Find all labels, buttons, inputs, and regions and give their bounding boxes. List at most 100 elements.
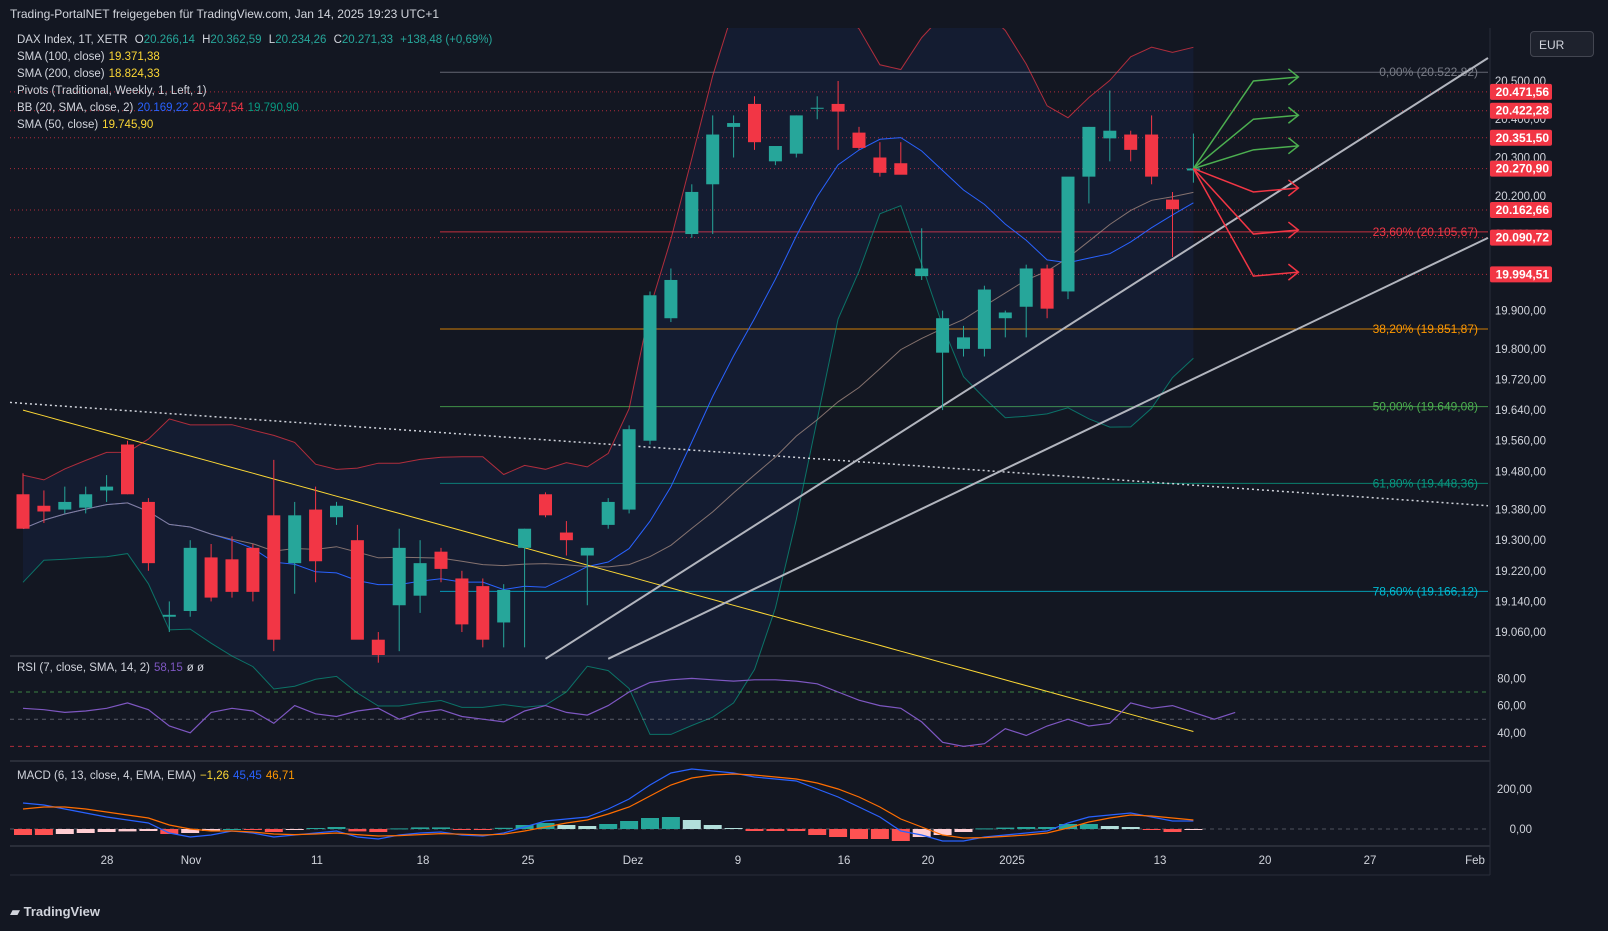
legend-sma100[interactable]: SMA (100, close) 19.371,38 <box>17 51 160 63</box>
candle <box>810 96 824 120</box>
time-tick: 20 <box>922 855 935 867</box>
logo-icon: ▰ <box>10 904 24 919</box>
trendline-upper <box>544 57 1489 660</box>
candle <box>37 490 51 523</box>
arrow-red-1 <box>1193 167 1299 193</box>
candle <box>476 578 490 648</box>
candle-body <box>998 312 1012 319</box>
candle-body <box>476 586 490 640</box>
trendline-lower <box>607 236 1489 660</box>
macd-hist-bar <box>912 829 931 837</box>
candle-body <box>852 132 866 148</box>
currency-button[interactable]: EUR <box>1530 31 1594 57</box>
legend-symbol[interactable]: DAX Index, 1T, XETR <box>17 34 128 46</box>
price-badge-bg <box>1490 266 1552 283</box>
candle <box>580 547 594 606</box>
legend-bb[interactable]: BB (20, SMA, close, 2) 20.169,22 20.547,54… <box>17 102 299 114</box>
candle-body <box>706 134 720 185</box>
time-tick: 2025 <box>999 855 1025 867</box>
time-tick: 25 <box>522 855 535 867</box>
macd-hist-bar <box>327 827 346 829</box>
price-badge-bg <box>1490 160 1552 177</box>
price-tick: 19.220,00 <box>1495 566 1546 578</box>
candle <box>643 291 657 445</box>
macd-hist-bar <box>724 828 743 829</box>
macd-tick: 0,00 <box>1510 824 1532 836</box>
candle <box>873 142 887 177</box>
candle <box>727 115 741 158</box>
candle-body <box>1061 176 1075 292</box>
candle-body <box>789 115 803 154</box>
candle-body <box>1166 199 1179 210</box>
legend-ohlc-row[interactable]: DAX Index, 1T, XETR O20.266,14 H20.362,5… <box>17 32 496 49</box>
candle-body <box>643 295 657 441</box>
candle <box>685 184 699 238</box>
time-tick: 27 <box>1364 855 1377 867</box>
price-tick: 19.140,00 <box>1495 596 1546 608</box>
candle <box>936 310 950 411</box>
candle-body <box>37 505 51 512</box>
rsi-tick: 40,00 <box>1497 728 1526 740</box>
macd-hist-bar <box>787 829 806 831</box>
candle-body <box>455 578 469 625</box>
legend-low: L20.234,26 <box>268 34 327 46</box>
macd-hist-bar <box>243 829 262 830</box>
candle-body <box>121 444 134 495</box>
price-badge: 20.471,56 <box>1496 85 1550 99</box>
legend-sma200[interactable]: SMA (200, close) 18.824,33 <box>17 68 160 80</box>
candle <box>706 115 720 235</box>
macd-hist-bar <box>55 829 74 834</box>
candle <box>288 501 302 594</box>
macd-line <box>22 768 1194 842</box>
candle-body <box>288 515 302 564</box>
arrow-red-3 <box>1192 168 1299 277</box>
candle <box>915 228 929 280</box>
legend-pivots[interactable]: Pivots (Traditional, Weekly, 1, Left, 1) <box>17 85 207 97</box>
candle <box>330 501 343 525</box>
rsi-legend[interactable]: RSI (7, close, SMA, 14, 2) 58,15 ø ø <box>17 660 208 677</box>
macd-tick: 200,00 <box>1497 784 1532 796</box>
candle <box>350 524 364 640</box>
macd-hist-bar <box>432 827 450 829</box>
arrow-red-1-head <box>1287 179 1300 197</box>
candle-body <box>392 547 406 606</box>
macd-hist-bar <box>1079 824 1098 829</box>
main-legend: DAX Index, 1T, XETR O20.266,14 H20.362,5… <box>17 32 496 134</box>
candle <box>539 492 552 518</box>
macd-hist-value: 46,71 <box>265 770 295 782</box>
macd-hist-bar <box>975 828 994 830</box>
legend-sma50[interactable]: SMA (50, close) 19.745,90 <box>17 119 154 131</box>
price-badge-bg <box>1490 129 1552 146</box>
tradingview-logo[interactable]: ▰ TradingView <box>10 904 100 920</box>
price-badge-bg <box>1490 102 1552 119</box>
candle-body <box>497 589 511 623</box>
candle <box>977 285 991 357</box>
macd-legend[interactable]: MACD (6, 13, close, 4, EMA, EMA) −1,26 45,… <box>17 768 299 785</box>
candle <box>852 126 866 150</box>
bb-lower <box>22 205 1194 735</box>
price-badge: 20.090,72 <box>1496 231 1550 245</box>
legend-high: H20.362,59 <box>202 34 262 46</box>
candle-body <box>936 318 950 353</box>
candle-body <box>894 163 908 175</box>
candle <box>1019 264 1033 338</box>
rsi-value: 58,15 <box>153 662 183 674</box>
arrow-green-3-head <box>1287 137 1300 155</box>
macd-hist-bar <box>473 829 492 830</box>
macd-hist-bar <box>870 829 889 839</box>
candle-body <box>539 494 552 516</box>
candle-body <box>79 494 93 508</box>
macd-hist-bar <box>1121 827 1140 829</box>
candle <box>371 632 385 663</box>
candle-body <box>204 557 218 598</box>
macd-hist-bar <box>682 820 701 829</box>
candle-body <box>16 494 30 529</box>
fib-label: 23,60% (20.105,67) <box>1373 225 1478 239</box>
time-tick: 11 <box>311 855 323 867</box>
candle-body <box>622 429 636 510</box>
candle-body <box>518 528 532 548</box>
arrow-green-3 <box>1193 145 1299 170</box>
macd-hist-bar <box>661 817 680 829</box>
candle <box>1124 130 1138 162</box>
